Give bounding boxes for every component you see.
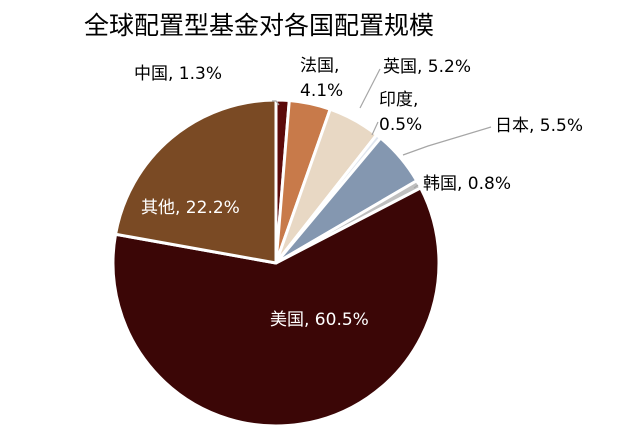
leader-line-3	[359, 68, 381, 109]
chart-title: 全球配置型基金对各国配置规模	[84, 11, 434, 40]
leader-line-5	[402, 126, 492, 156]
slice-label-7: 美国, 60.5%	[270, 310, 369, 330]
slice-labels: 中国, 1.3% 法国, 4.1% 英国, 5.2% 印度, 0.5% 日本, 5.5% 韩国…	[134, 56, 583, 330]
pie-slices	[111, 98, 441, 428]
pie-slice-8	[114, 98, 278, 265]
slice-label-2: 法国, 4.1%	[300, 56, 343, 101]
slice-label-4: 印度, 0.5%	[379, 90, 422, 135]
leader-line-1	[272, 100, 280, 106]
slice-label-6: 韩国, 0.8%	[423, 174, 511, 194]
leader-line-6	[413, 184, 419, 189]
leader-line-4	[371, 121, 379, 136]
pie-slice-7	[111, 186, 441, 428]
slice-label-1: 中国, 1.3%	[134, 64, 222, 84]
slice-label-8: 其他, 22.2%	[141, 198, 240, 218]
slice-label-5: 日本, 5.5%	[495, 116, 583, 136]
leader-lines	[272, 68, 492, 189]
slice-label-3: 英国, 5.2%	[383, 57, 471, 77]
